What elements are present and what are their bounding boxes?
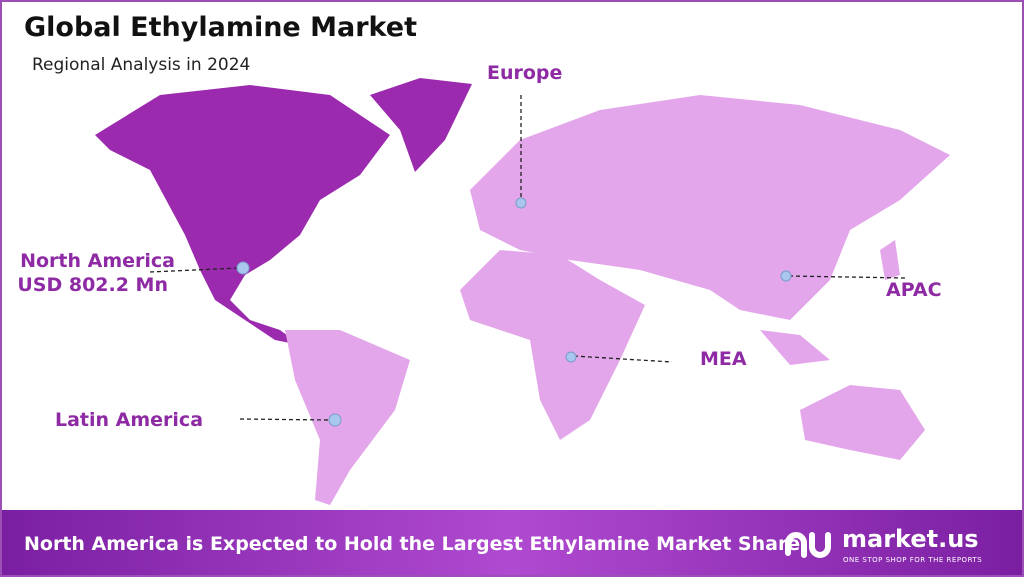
region-value: USD 802.2 Mn [17, 274, 168, 296]
australia [800, 385, 925, 460]
world-map [95, 78, 950, 505]
region-marker [515, 197, 527, 209]
region-label: MEA [700, 348, 747, 370]
south-america [285, 330, 410, 505]
footer-band [2, 510, 1022, 575]
brand-logo [785, 532, 831, 558]
region-marker [565, 351, 577, 363]
region-label: Europe [487, 62, 562, 84]
region-marker [780, 270, 792, 282]
leader-line [788, 275, 906, 279]
islands [760, 240, 900, 365]
greenland [370, 78, 472, 172]
leader-line [149, 267, 241, 273]
footer-text: North America is Expected to Hold the La… [24, 533, 800, 555]
region-label: APAC [886, 279, 942, 301]
leader-line [239, 418, 331, 421]
brand-name: market.us [842, 525, 979, 553]
leader-line [573, 355, 673, 363]
region-label: Latin America [55, 409, 203, 431]
region-label: North America [20, 250, 175, 272]
subtitle: Regional Analysis in 2024 [32, 55, 250, 75]
africa [460, 250, 645, 440]
eurasia [470, 95, 950, 320]
north-america [95, 85, 390, 345]
region-marker [328, 413, 342, 427]
title: Global Ethylamine Market [24, 12, 417, 43]
brand-tagline: ONE STOP SHOP FOR THE REPORTS [843, 556, 982, 564]
region-marker [236, 261, 250, 275]
